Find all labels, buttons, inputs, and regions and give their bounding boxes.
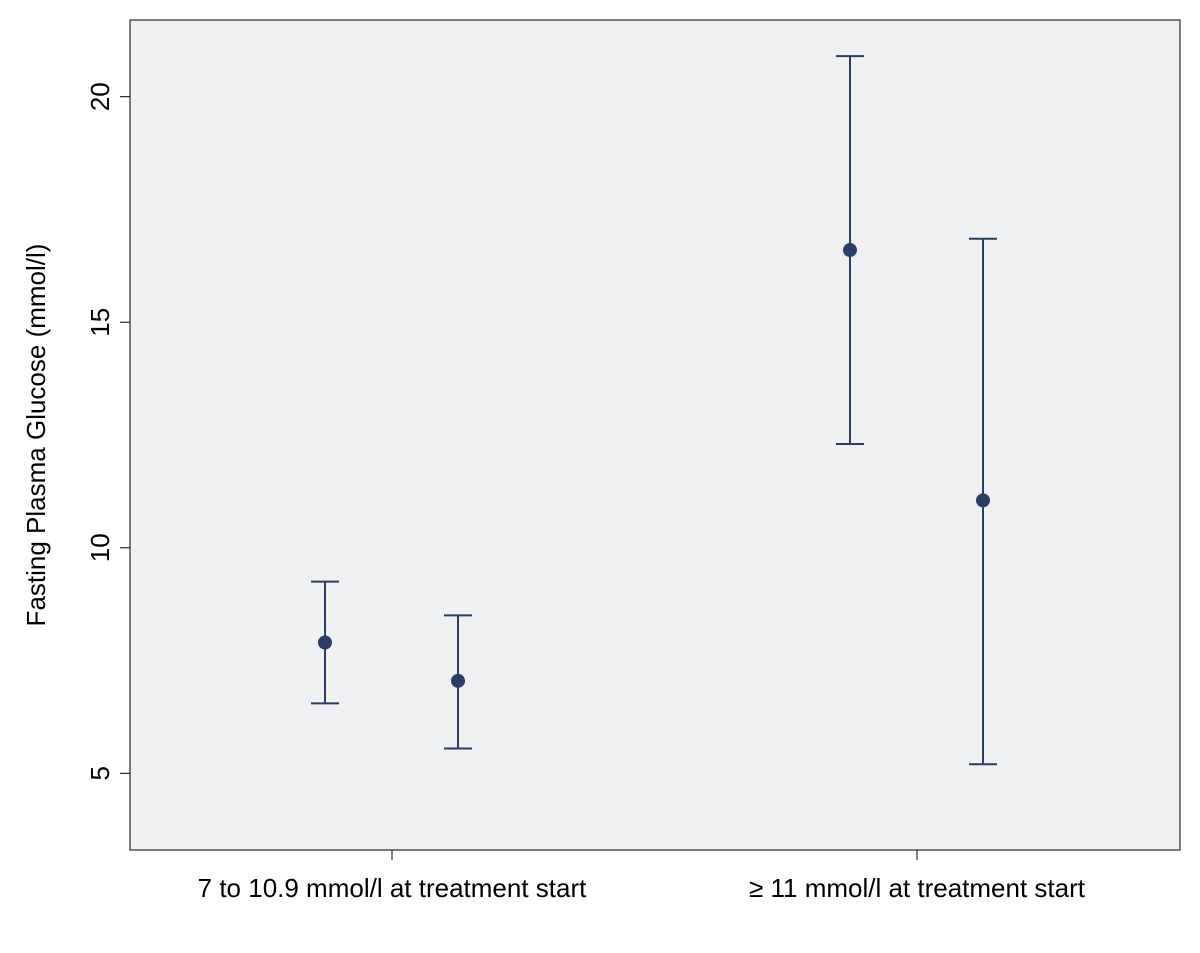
y-axis-title: Fasting Plasma Glucose (mmol/l) [21,244,51,627]
data-point [976,493,990,507]
plot-area [130,20,1180,850]
y-tick-label: 10 [85,533,115,562]
errorbar-chart: 5 10 15 20 Fasting Plasma Glucose (mmol/l) 7 … [0,0,1200,953]
chart-container: 5 10 15 20 Fasting Plasma Glucose (mmol/l) 7 … [0,0,1200,953]
y-tick-label: 15 [85,308,115,337]
y-tick-label: 20 [85,82,115,111]
x-tick-label: ≥ 11 mmol/l at treatment start [749,873,1086,903]
y-tick-label: 5 [85,766,115,780]
data-point [451,674,465,688]
x-tick-label: 7 to 10.9 mmol/l at treatment start [198,873,587,903]
data-point [843,243,857,257]
data-point [318,636,332,650]
